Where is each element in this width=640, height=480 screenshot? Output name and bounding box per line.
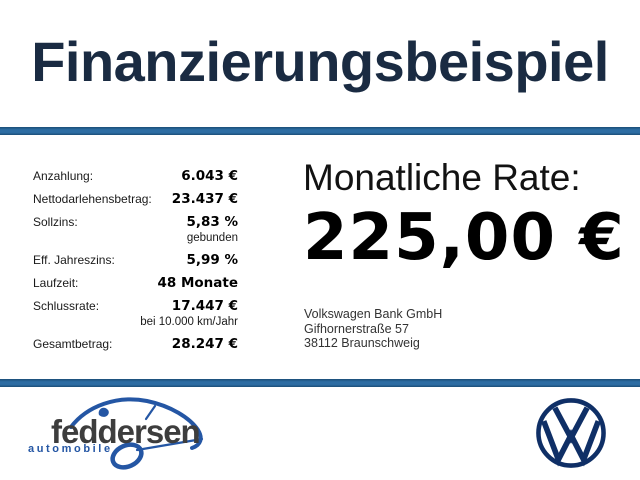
vw-logo-icon: [536, 398, 606, 468]
finance-label: Laufzeit:: [33, 276, 79, 290]
bank-street: Gifhornerstraße 57: [304, 321, 409, 336]
finance-label: Schlussrate:: [33, 299, 100, 313]
finance-label: Nettodarlehensbetrag:: [33, 192, 152, 206]
finance-note-kilometer: bei 10.000 km/Jahr: [140, 316, 238, 328]
finance-value: 17.447 €: [171, 298, 238, 314]
finance-value: 23.437 €: [171, 191, 238, 207]
bank-name: Volkswagen Bank GmbH: [304, 307, 443, 321]
finance-note-gebunden: gebunden: [186, 232, 238, 244]
finance-row-anzahlung: Anzahlung: 6.043 €: [33, 168, 238, 184]
finance-row-laufzeit: Laufzeit: 48 Monate: [33, 275, 238, 291]
finance-row-gesamtbetrag: Gesamtbetrag: 28.247 €: [33, 336, 238, 352]
page-title: Finanzierungsbeispiel: [31, 29, 609, 93]
finance-row-sollzins: Sollzins: 5,83 %: [33, 214, 238, 230]
bank-city: 38112 Braunschweig: [304, 336, 420, 350]
bottom-divider-bar: [0, 379, 640, 387]
monthly-rate-block: Monatliche Rate: 225,00 €: [303, 156, 625, 273]
dealer-logo: feddersen automobile: [25, 392, 260, 474]
finance-value: 6.043 €: [181, 168, 238, 184]
monthly-rate-label: Monatliche Rate:: [303, 157, 581, 198]
car-sketch-icon: [69, 397, 204, 470]
vw-monogram-icon: [536, 398, 606, 468]
dealer-name: feddersen: [51, 413, 201, 450]
finance-value: 5,99 %: [186, 252, 238, 268]
finance-value: 28.247 €: [171, 336, 238, 352]
dealer-subtitle: automobile: [28, 443, 113, 455]
finance-label: Eff. Jahreszins:: [33, 253, 115, 267]
finance-table: Anzahlung: 6.043 € Nettodarlehensbetrag:…: [33, 168, 238, 352]
monthly-rate-amount: 225,00 €: [303, 201, 625, 275]
finance-row-eff-jahreszins: Eff. Jahreszins: 5,99 %: [33, 252, 238, 268]
finance-value: 5,83 %: [186, 214, 238, 230]
finance-label: Sollzins:: [33, 215, 78, 229]
finance-label: Gesamtbetrag:: [33, 337, 113, 351]
top-divider-bar: [0, 127, 640, 135]
finance-row-nettodarlehensbetrag: Nettodarlehensbetrag: 23.437 €: [33, 191, 238, 207]
finance-value: 48 Monate: [157, 275, 238, 291]
finance-label: Anzahlung:: [33, 169, 94, 183]
finance-row-schlussrate: Schlussrate: 17.447 €: [33, 298, 238, 314]
bank-address: Volkswagen Bank GmbH Gifhornerstraße 57 …: [304, 307, 442, 351]
